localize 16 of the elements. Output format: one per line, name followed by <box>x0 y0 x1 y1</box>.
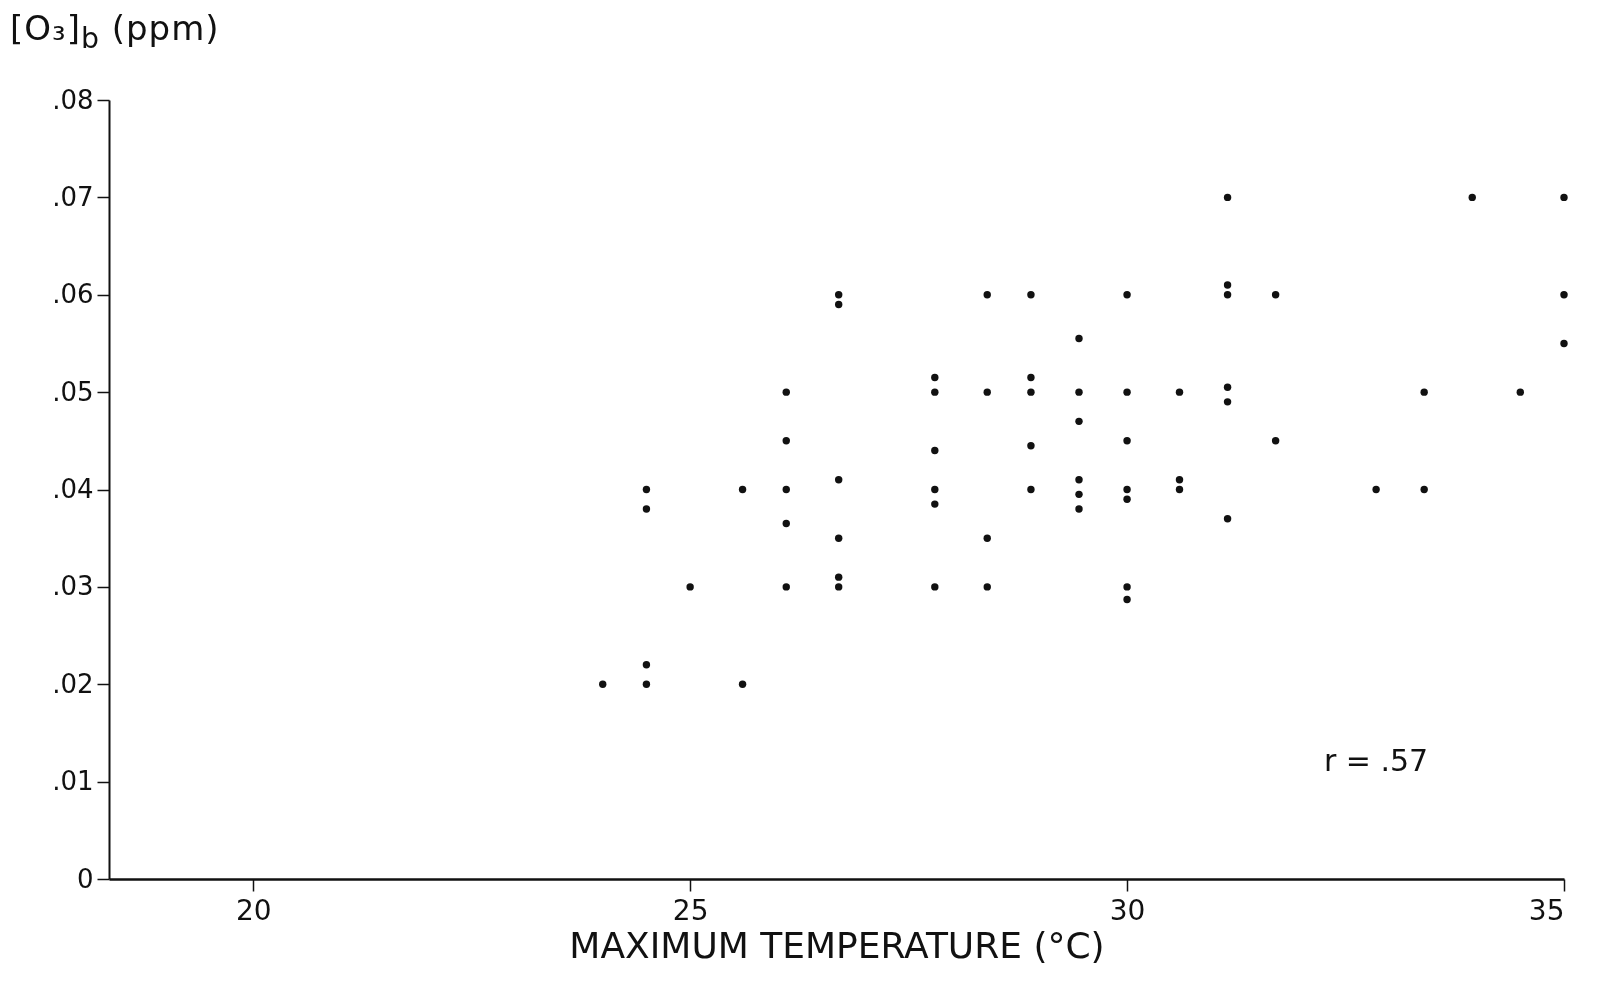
y-tick-label: .05 <box>52 376 94 407</box>
y-tick-label: .01 <box>52 766 94 797</box>
y-tick-label: .08 <box>52 84 94 115</box>
y-tick-label: 0 <box>76 863 94 894</box>
x-tick-label: 25 <box>672 893 709 927</box>
x-axis-title: MAXIMUM TEMPERATURE (°C) <box>569 924 1105 966</box>
y-tick-label: .02 <box>52 668 94 699</box>
y-tick-label: .04 <box>52 474 94 504</box>
y-axis-title: [O₃]$_{b}$ (ppm) <box>10 8 220 55</box>
annotation: r = .57 <box>1323 743 1429 779</box>
y-tick-label: .06 <box>52 279 94 310</box>
x-tick-label: 20 <box>235 893 272 927</box>
y-tick-label: .07 <box>52 181 94 212</box>
x-tick-label: 35 <box>1528 893 1565 927</box>
x-tick-label: 30 <box>1109 893 1146 927</box>
y-tick-label: .03 <box>52 571 94 602</box>
